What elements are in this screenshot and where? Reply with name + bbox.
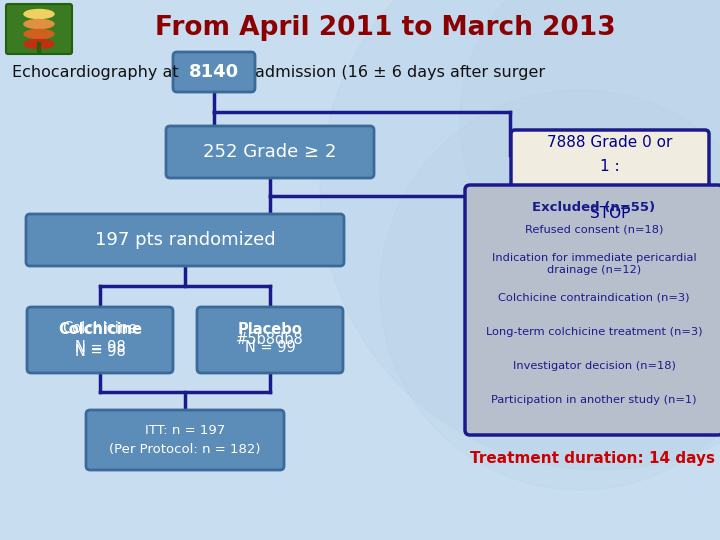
Text: Indication for immediate pericardial
drainage (n=12): Indication for immediate pericardial dra…	[492, 253, 696, 275]
Text: 197 pts randomized: 197 pts randomized	[95, 231, 275, 249]
Text: Investigator decision (n=18): Investigator decision (n=18)	[513, 361, 675, 371]
Text: Colchicine: Colchicine	[58, 322, 142, 338]
Text: 7888 Grade 0 or
1 :

STOP: 7888 Grade 0 or 1 : STOP	[547, 136, 672, 221]
Ellipse shape	[24, 19, 54, 29]
FancyBboxPatch shape	[197, 307, 343, 373]
Text: Treatment duration: 14 days: Treatment duration: 14 days	[470, 450, 715, 465]
FancyBboxPatch shape	[166, 126, 374, 178]
Ellipse shape	[24, 39, 54, 49]
Text: N = 98: N = 98	[75, 340, 125, 354]
Text: Colchicine contraindication (n=3): Colchicine contraindication (n=3)	[498, 293, 690, 303]
FancyBboxPatch shape	[511, 130, 709, 226]
Text: From April 2011 to March 2013: From April 2011 to March 2013	[155, 15, 616, 41]
Text: Refused consent (n=18): Refused consent (n=18)	[525, 225, 663, 235]
Text: Colchicine
N = 98: Colchicine N = 98	[63, 321, 138, 359]
Text: ITT: n = 197
(Per Protocol: n = 182): ITT: n = 197 (Per Protocol: n = 182)	[109, 424, 261, 456]
Circle shape	[460, 0, 720, 300]
FancyBboxPatch shape	[465, 185, 720, 435]
Circle shape	[380, 90, 720, 490]
Text: admission (16 ± 6 days after surger: admission (16 ± 6 days after surger	[255, 64, 545, 79]
Circle shape	[320, 0, 720, 470]
Text: N = 99: N = 99	[245, 340, 295, 354]
Text: 8140: 8140	[189, 63, 239, 81]
Ellipse shape	[24, 10, 54, 18]
Text: Long-term colchicine treatment (n=3): Long-term colchicine treatment (n=3)	[486, 327, 702, 337]
Text: Excluded (n=55): Excluded (n=55)	[532, 201, 656, 214]
FancyBboxPatch shape	[26, 214, 344, 266]
Text: Echocardiography at: Echocardiography at	[12, 64, 179, 79]
FancyBboxPatch shape	[86, 410, 284, 470]
FancyBboxPatch shape	[6, 4, 72, 54]
Ellipse shape	[24, 30, 54, 38]
Text: 252 Grade ≥ 2: 252 Grade ≥ 2	[203, 143, 337, 161]
Text: Placebo: Placebo	[238, 322, 302, 338]
FancyBboxPatch shape	[173, 52, 255, 92]
Text: Participation in another study (n=1): Participation in another study (n=1)	[491, 395, 697, 405]
Text: #5b8db8: #5b8db8	[236, 333, 304, 348]
FancyBboxPatch shape	[27, 307, 173, 373]
